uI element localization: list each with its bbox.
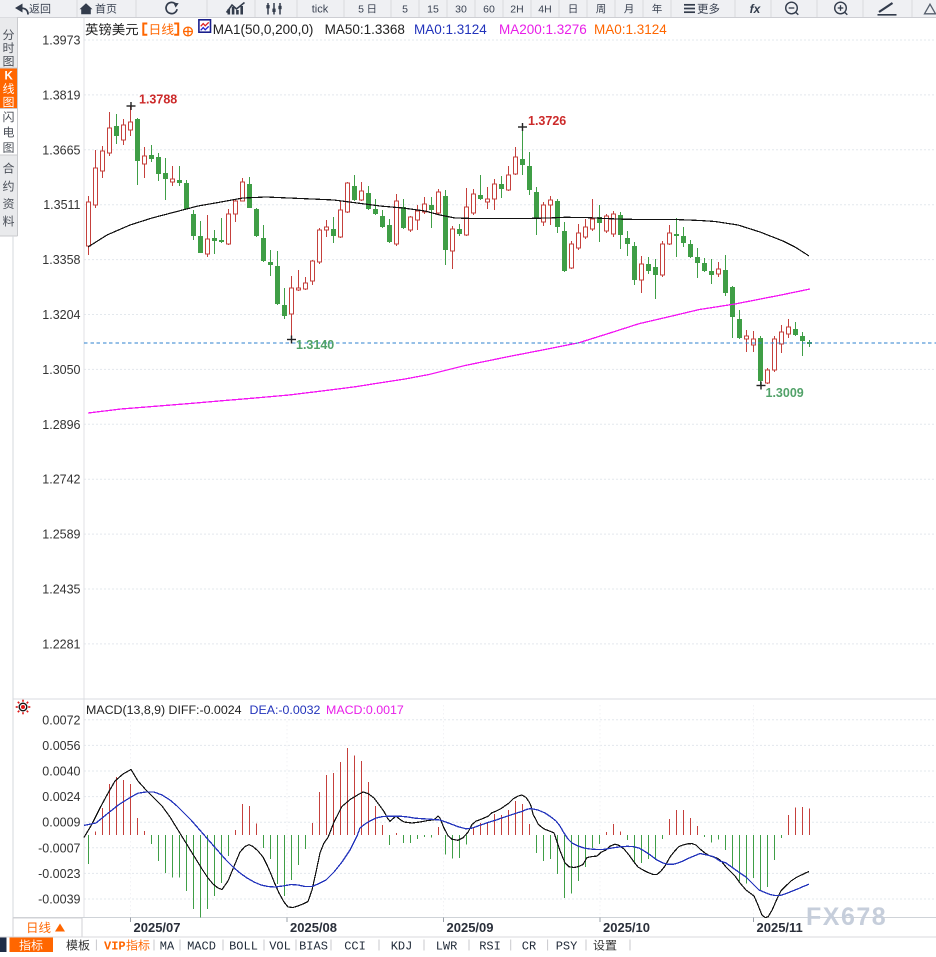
svg-text:2025/11: 2025/11: [757, 920, 803, 935]
svg-text:1.3358: 1.3358: [42, 253, 80, 267]
svg-text:0.0024: 0.0024: [42, 790, 80, 804]
svg-text:K: K: [5, 71, 14, 83]
svg-text:1.3819: 1.3819: [42, 88, 80, 102]
svg-text:MA0:1.3124: MA0:1.3124: [414, 22, 487, 37]
svg-text:0.0056: 0.0056: [42, 739, 80, 753]
svg-text:0.0072: 0.0072: [42, 713, 80, 727]
svg-text:2025/07: 2025/07: [134, 920, 181, 935]
svg-text:60: 60: [483, 3, 495, 15]
svg-text:BOLL: BOLL: [229, 939, 258, 952]
svg-text:1.2589: 1.2589: [42, 528, 80, 542]
svg-text:2025/08: 2025/08: [290, 920, 337, 935]
svg-text:2025/10: 2025/10: [603, 920, 650, 935]
svg-text:1.3050: 1.3050: [42, 363, 80, 377]
svg-text:1.3140: 1.3140: [296, 338, 334, 352]
svg-text:30: 30: [455, 3, 467, 15]
svg-text:tick: tick: [312, 4, 329, 16]
svg-text:15: 15: [427, 3, 439, 15]
svg-text:RSI: RSI: [479, 939, 501, 952]
svg-text:0.0009: 0.0009: [42, 816, 80, 830]
svg-text:KDJ: KDJ: [391, 939, 413, 952]
svg-text:MA1(50,0,200,0): MA1(50,0,200,0): [213, 22, 314, 37]
svg-text:5: 5: [402, 3, 408, 15]
svg-text:VOL: VOL: [269, 939, 291, 952]
svg-text:1.3204: 1.3204: [42, 308, 80, 322]
svg-text:2H: 2H: [510, 3, 523, 15]
svg-text:1.3726: 1.3726: [528, 114, 566, 128]
svg-text:DEA:-0.0032: DEA:-0.0032: [250, 703, 321, 717]
svg-text:CCI: CCI: [344, 939, 366, 952]
svg-text:DIFF:-0.0024: DIFF:-0.0024: [169, 703, 242, 717]
svg-text:LWR: LWR: [436, 939, 458, 952]
svg-text:fx: fx: [750, 2, 762, 16]
svg-text:2025/09: 2025/09: [447, 920, 494, 935]
svg-text:MA: MA: [160, 939, 175, 952]
svg-text:-0.0007: -0.0007: [38, 841, 80, 855]
svg-text:1.2896: 1.2896: [42, 418, 80, 432]
svg-text:VIP: VIP: [104, 939, 126, 952]
svg-text:1.3788: 1.3788: [139, 93, 177, 107]
svg-text:1.3973: 1.3973: [42, 34, 80, 48]
svg-text:FX678: FX678: [806, 903, 887, 931]
svg-text:-0.0039: -0.0039: [38, 893, 80, 907]
svg-text:MACD:0.0017: MACD:0.0017: [326, 703, 404, 717]
svg-text:MA200:1.3276: MA200:1.3276: [499, 22, 587, 37]
svg-text:MACD: MACD: [187, 939, 216, 952]
svg-text:1.2281: 1.2281: [42, 637, 80, 651]
svg-text:1.3009: 1.3009: [766, 386, 804, 400]
svg-text:MACD(13,8,9): MACD(13,8,9): [86, 703, 165, 717]
svg-text:1.2435: 1.2435: [42, 583, 80, 597]
svg-text:BIAS: BIAS: [299, 939, 328, 952]
svg-text:0.0040: 0.0040: [42, 765, 80, 779]
svg-text:5: 5: [358, 3, 364, 15]
svg-text:MA0:1.3124: MA0:1.3124: [594, 22, 667, 37]
svg-text:4H: 4H: [538, 3, 551, 15]
svg-text:MA50:1.3368: MA50:1.3368: [325, 22, 405, 37]
svg-text:-0.0023: -0.0023: [38, 867, 80, 881]
svg-text:CR: CR: [522, 939, 536, 952]
svg-text:1.3511: 1.3511: [43, 198, 80, 212]
svg-text:1.3665: 1.3665: [42, 143, 80, 157]
svg-text:PSY: PSY: [556, 939, 578, 952]
svg-text:1.2742: 1.2742: [42, 473, 80, 487]
